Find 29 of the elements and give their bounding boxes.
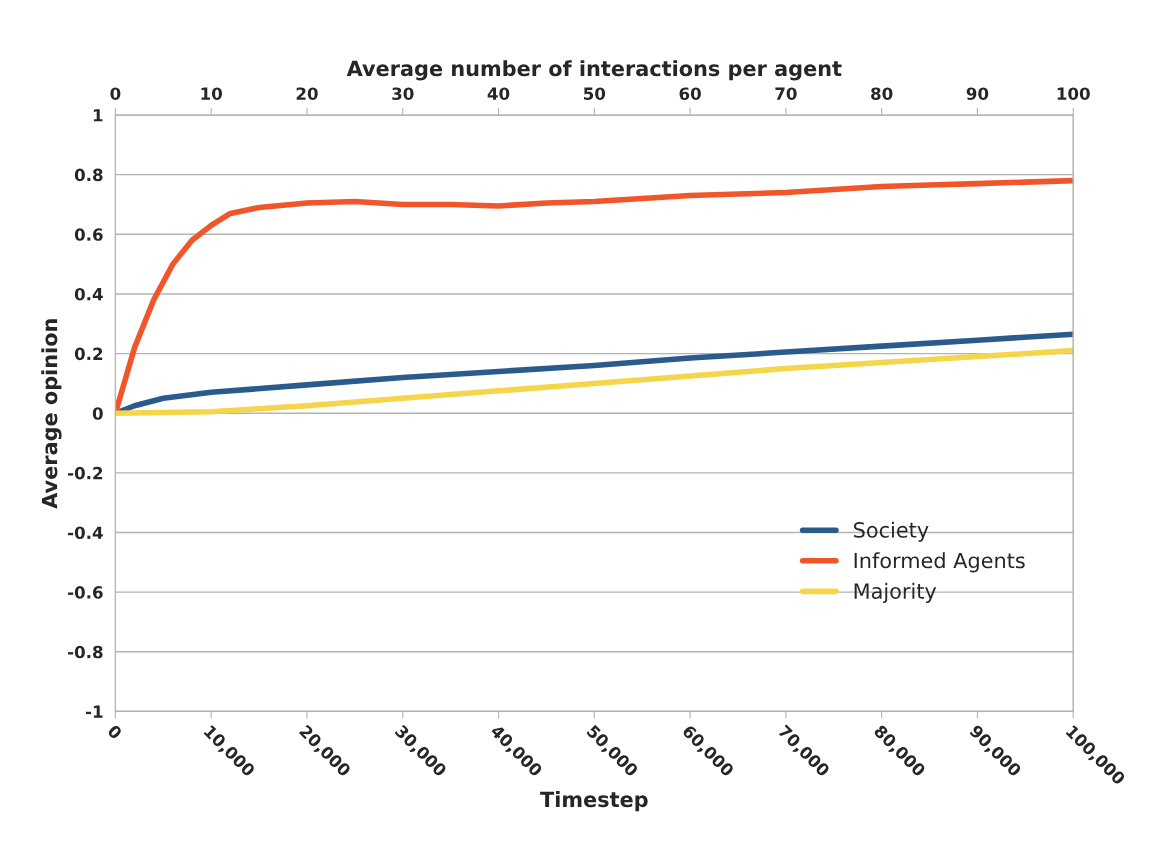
x2-tick-label: 100 [1057, 87, 1090, 100]
y-tick-label: 0 [92, 407, 103, 420]
y-tick-label: -0.6 [68, 586, 103, 599]
x2-tick-label: 0 [110, 87, 121, 100]
y-tick-label: -0.4 [68, 526, 103, 540]
y-tick-label: -0.2 [68, 466, 103, 480]
x2-tick-label: 80 [871, 87, 893, 100]
y-tick-label: -1 [85, 705, 103, 718]
x2-tick-label: 60 [679, 87, 701, 100]
y-tick-label: 0.4 [74, 287, 103, 301]
x2-tick-label: 30 [392, 87, 414, 100]
x2-tick-label: 10 [201, 87, 222, 100]
x2-axis-title: Average number of interactions per agent [346, 60, 842, 81]
y-tick-label: 0.2 [74, 347, 103, 361]
x-axis-title: Timestep [540, 791, 648, 812]
y-tick-label: 1 [93, 109, 103, 122]
x-tick-label: 0 [106, 724, 123, 740]
x2-tick-label: 40 [487, 87, 510, 100]
x2-tick-label: 50 [584, 87, 606, 100]
x2-tick-label: 70 [775, 87, 797, 100]
y-axis-title: Average opinion [41, 319, 62, 509]
x2-tick-label: 90 [966, 87, 989, 100]
y-tick-label: -0.8 [68, 645, 103, 659]
legend-label: Informed Agents [854, 552, 1025, 573]
y-tick-label: 0.6 [74, 228, 103, 241]
y-tick-label: 0.8 [74, 168, 103, 182]
legend-label: Society [854, 521, 929, 542]
x2-tick-label: 20 [296, 87, 318, 100]
legend-label: Majority [854, 582, 937, 603]
